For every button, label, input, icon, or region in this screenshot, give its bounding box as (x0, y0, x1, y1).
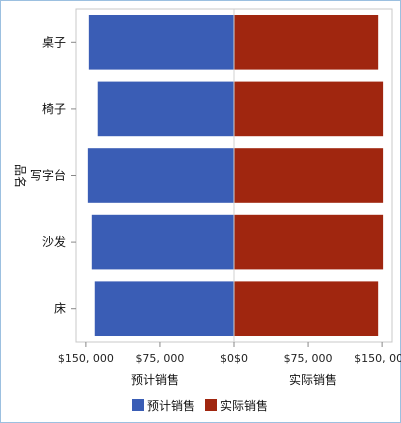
forecast-bars (87, 14, 235, 337)
bar-forecast-0 (88, 14, 235, 70)
right-axis-title: 实际销售 (289, 372, 337, 387)
bar-forecast-3 (91, 214, 234, 270)
legend-swatch-actual (205, 399, 217, 411)
bar-forecast-1 (97, 81, 234, 137)
x-tick-left-1-label: $75, 000 (135, 352, 184, 365)
bar-forecast-4 (94, 281, 234, 337)
x-tick-right-0-label: $0 (234, 352, 248, 365)
category-label-4: 床 (54, 302, 66, 316)
x-tick-left-2-label: $0 (220, 352, 234, 365)
category-label-0: 桌子 (42, 35, 66, 49)
category-label-1: 椅子 (42, 102, 66, 116)
x-tick-right-2-label: $150, 000 (354, 352, 401, 365)
legend: 预计销售 实际销售 (132, 398, 268, 413)
bar-actual-2 (234, 148, 384, 203)
bar-actual-3 (234, 214, 384, 270)
legend-label-actual: 实际销售 (220, 398, 268, 413)
x-tick-right-1-label: $75, 000 (284, 352, 333, 365)
bar-actual-1 (234, 81, 384, 137)
actual-bars (234, 14, 384, 337)
left-axis-title: 预计销售 (131, 372, 179, 387)
bar-forecast-2 (87, 148, 234, 203)
legend-label-forecast: 预计销售 (147, 398, 195, 413)
y-axis-title: 品名 (13, 164, 28, 188)
legend-swatch-forecast (132, 399, 144, 411)
x-axis-ticks: $150, 000 $75, 000 $0$0 $75, 000 $150, 000 (58, 342, 401, 365)
x-tick-left-0-label: $150, 000 (58, 352, 114, 365)
bar-actual-4 (234, 281, 379, 337)
category-label-3: 沙发 (42, 234, 66, 249)
bar-actual-0 (234, 14, 379, 70)
category-label-2: 写字台 (30, 168, 66, 183)
